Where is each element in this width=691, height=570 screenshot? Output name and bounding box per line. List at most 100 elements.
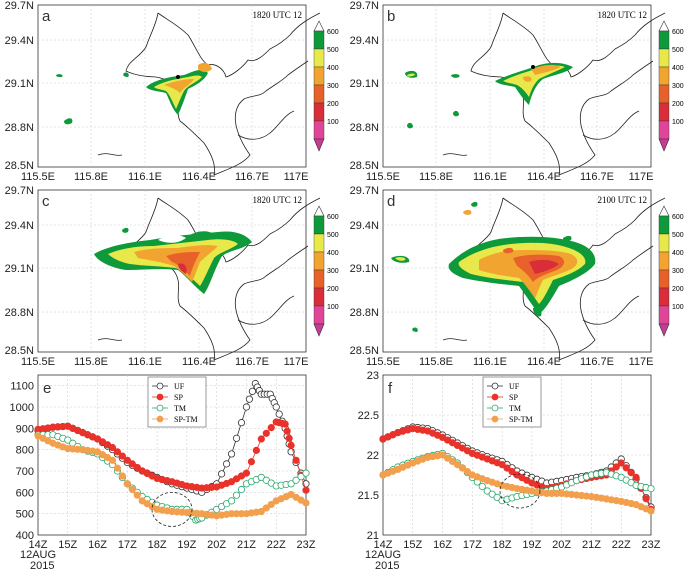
x-tick-label: 18Z bbox=[493, 539, 512, 551]
x-tick-label: 19Z bbox=[177, 539, 196, 551]
highlight-ellipse bbox=[151, 491, 193, 527]
x-tick-label: 15Z bbox=[403, 539, 422, 551]
colorbar-bottom-cap bbox=[658, 323, 670, 337]
panel-title: 2100 UTC 12 bbox=[598, 195, 648, 205]
data-point bbox=[287, 441, 295, 449]
y-tick-label: 28.5N bbox=[5, 345, 34, 357]
x-tick-label: 20Z bbox=[207, 539, 226, 551]
data-point bbox=[128, 460, 136, 468]
panel-title: 1820 UTC 12 bbox=[253, 195, 303, 205]
colorbar-label: 600 bbox=[672, 214, 684, 221]
data-point bbox=[503, 464, 511, 472]
data-point bbox=[443, 454, 452, 462]
x-tick-label: 115.8E bbox=[74, 356, 108, 368]
colorbar-segment bbox=[313, 269, 325, 289]
x-tick-label: 116.4E bbox=[527, 356, 561, 368]
legend-marker bbox=[491, 415, 499, 423]
data-point bbox=[108, 443, 117, 452]
x-date-label: 12AUG bbox=[20, 549, 56, 561]
data-point bbox=[133, 463, 141, 472]
data-point bbox=[285, 434, 293, 442]
x-date-label: 12AUG bbox=[365, 549, 401, 561]
x-tick-label: 19Z bbox=[522, 539, 541, 551]
y-tick-label: 29.7N bbox=[350, 0, 379, 12]
colorbar-label: 200 bbox=[327, 101, 339, 108]
colorbar-segment bbox=[658, 48, 670, 68]
y-tick-label: 28.5N bbox=[350, 160, 379, 172]
x-tick-label: 20Z bbox=[552, 539, 571, 551]
y-tick-label: 29.7N bbox=[350, 185, 379, 197]
x-tick-label: 16Z bbox=[88, 539, 107, 551]
colorbar-label: 100 bbox=[327, 119, 339, 126]
y-tick-label: 29.1N bbox=[5, 263, 34, 275]
y-tick-label: 28.8N bbox=[5, 307, 34, 319]
x-tick-label: 116.7E bbox=[235, 171, 269, 183]
legend-label: SP-TM bbox=[174, 415, 198, 424]
y-tick-label: 400 bbox=[16, 530, 34, 542]
x-tick-label: 17Z bbox=[118, 539, 137, 551]
map-panel-c bbox=[37, 189, 321, 361]
panel-label: b bbox=[387, 8, 395, 25]
colorbar-label: 100 bbox=[672, 304, 684, 311]
data-point bbox=[123, 480, 131, 488]
colorbar-segment bbox=[658, 269, 670, 289]
y-tick-label: 1000 bbox=[10, 402, 34, 414]
x-tick-label: 22Z bbox=[612, 539, 631, 551]
line-chart-e: 14Z 15Z 16Z 17Z 18Z 19Z 20Z 21Z 22Z 23Z 1100 1000 90… bbox=[10, 374, 316, 570]
data-point bbox=[108, 456, 117, 464]
data-point bbox=[237, 485, 246, 494]
data-point bbox=[113, 464, 122, 472]
colorbar-segment bbox=[313, 30, 325, 50]
data-point bbox=[232, 491, 241, 499]
data-point bbox=[118, 452, 126, 460]
colorbar-label: 600 bbox=[327, 214, 339, 221]
x-tick-label: 117E bbox=[629, 171, 654, 183]
colorbar-top-cap bbox=[313, 20, 325, 32]
legend-label: SP bbox=[174, 393, 183, 402]
y-tick-label: 28.8N bbox=[350, 122, 379, 134]
panel-label: e bbox=[43, 380, 51, 397]
panel-label: a bbox=[42, 8, 51, 25]
y-tick-label: 900 bbox=[16, 423, 34, 435]
colorbar-label: 500 bbox=[672, 232, 684, 239]
colorbar-c: 600 500 400 300 200 100 bbox=[313, 205, 339, 337]
colorbar-segment bbox=[658, 233, 670, 253]
colorbar-label: 300 bbox=[672, 268, 684, 275]
x-tick-label: 115.5E bbox=[21, 171, 55, 183]
colorbar-bottom-cap bbox=[313, 138, 325, 152]
colorbar-segment bbox=[313, 120, 325, 140]
x-year-label: 2015 bbox=[375, 560, 399, 570]
x-tick-label: 17Z bbox=[463, 539, 482, 551]
data-point bbox=[498, 460, 506, 469]
data-point bbox=[448, 457, 457, 465]
colorbar-label: 600 bbox=[672, 29, 684, 36]
legend-marker bbox=[491, 404, 499, 412]
colorbar-label: 400 bbox=[327, 250, 339, 257]
legend-marker bbox=[156, 404, 164, 412]
colorbar-label: 400 bbox=[327, 65, 339, 72]
data-point bbox=[302, 486, 310, 494]
legend-label: SP-TM bbox=[509, 415, 533, 424]
series-sp-tm bbox=[34, 432, 310, 520]
data-point bbox=[123, 456, 131, 464]
data-point bbox=[647, 507, 655, 515]
colorbar-segment bbox=[313, 287, 325, 307]
data-point bbox=[245, 395, 254, 403]
data-point bbox=[647, 484, 655, 493]
colorbar-segment bbox=[658, 102, 670, 122]
data-point bbox=[257, 435, 265, 443]
data-point bbox=[302, 469, 310, 477]
data-point bbox=[292, 476, 300, 484]
data-point bbox=[267, 424, 275, 432]
data-point bbox=[232, 434, 241, 442]
data-point bbox=[283, 427, 291, 435]
x-tick-label: 117E bbox=[629, 356, 654, 368]
data-point bbox=[642, 495, 650, 503]
x-tick-label: 117E bbox=[284, 356, 309, 368]
legend-marker bbox=[491, 382, 499, 390]
colorbar-label: 400 bbox=[672, 250, 684, 257]
x-tick-label: 16Z bbox=[433, 539, 452, 551]
y-tick-label: 28.8N bbox=[5, 122, 34, 134]
data-point bbox=[242, 469, 251, 477]
